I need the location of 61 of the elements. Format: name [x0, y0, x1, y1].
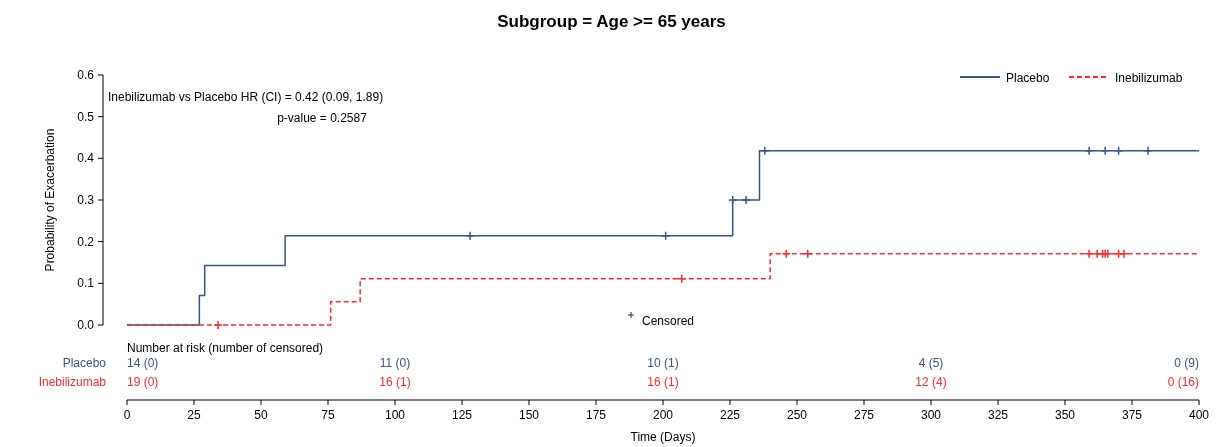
x-tick-label: 50 — [254, 408, 268, 422]
point — [660, 231, 671, 241]
point — [1113, 146, 1124, 156]
point — [1143, 146, 1153, 156]
x-tick-label: 275 — [853, 408, 875, 422]
point — [781, 249, 792, 259]
y-tick-label: 0.2 — [77, 234, 95, 249]
y-tick-label: 0.1 — [77, 276, 95, 291]
text: 12 (4) — [915, 375, 947, 389]
text: 16 (1) — [647, 375, 679, 389]
x-tick-label: 225 — [719, 408, 741, 422]
point — [1084, 249, 1094, 259]
text: 0 (9) — [1174, 356, 1199, 370]
text: 14 (0) — [127, 356, 159, 370]
point — [1084, 146, 1094, 156]
point — [1092, 249, 1102, 259]
y-tick-label: 0.0 — [77, 318, 95, 332]
annotation: p-value = 0.2587 — [277, 111, 368, 125]
x-tick-label: 75 — [321, 408, 335, 422]
text: Number at risk (number of censored) — [127, 341, 324, 355]
text: 11 (0) — [379, 356, 411, 370]
point — [741, 195, 751, 205]
text: 19 (0) — [127, 375, 159, 389]
point — [760, 146, 770, 156]
x-tick-label: 125 — [451, 408, 473, 422]
point — [1119, 249, 1129, 259]
x-tick-label: 100 — [384, 408, 406, 422]
chart-title: Subgroup = Age >= 65 years — [497, 12, 726, 31]
x-tick-label: 175 — [585, 408, 607, 422]
annotation: Censored — [642, 314, 695, 328]
point — [1100, 146, 1110, 156]
point — [727, 195, 738, 205]
y-tick-label: 0.3 — [77, 193, 95, 207]
x-tick-label: 150 — [518, 408, 540, 422]
text: 10 (1) — [647, 356, 679, 370]
y-tick-label: 0.5 — [77, 109, 95, 124]
x-tick-label: 300 — [920, 408, 942, 422]
x-tick-label: 325 — [987, 408, 1009, 422]
point — [677, 274, 687, 284]
text: 0 (16) — [1167, 375, 1199, 389]
text: 4 (5) — [918, 356, 944, 370]
x-tick-label: 350 — [1054, 408, 1076, 422]
y-tick-label: 0.6 — [77, 68, 95, 82]
x-tick-label: 25 — [187, 408, 201, 422]
x-tick-label: 375 — [1121, 408, 1143, 422]
legend-label: Placebo — [1006, 71, 1050, 85]
x-tick-label: 250 — [786, 408, 808, 422]
annotation: Inebilizumab vs Placebo HR (CI) = 0.42 (0.09, 1.89) — [108, 90, 384, 104]
legend-label: Inebilizumab — [1115, 71, 1183, 85]
x-tick-label: 400 — [1188, 408, 1210, 422]
x-axis-title: Time (Days) — [630, 430, 696, 444]
x-tick-label: 200 — [652, 408, 674, 422]
text: 16 (1) — [379, 375, 411, 389]
y-tick-label: 0.4 — [77, 151, 95, 166]
point — [802, 249, 813, 259]
point — [465, 231, 475, 241]
text: Placebo — [62, 356, 107, 370]
y-axis-title: Probability of Exacerbation — [43, 128, 57, 272]
point — [213, 320, 223, 330]
x-tick-label: 0 — [123, 408, 131, 422]
text: Inebilizumab — [38, 375, 107, 389]
